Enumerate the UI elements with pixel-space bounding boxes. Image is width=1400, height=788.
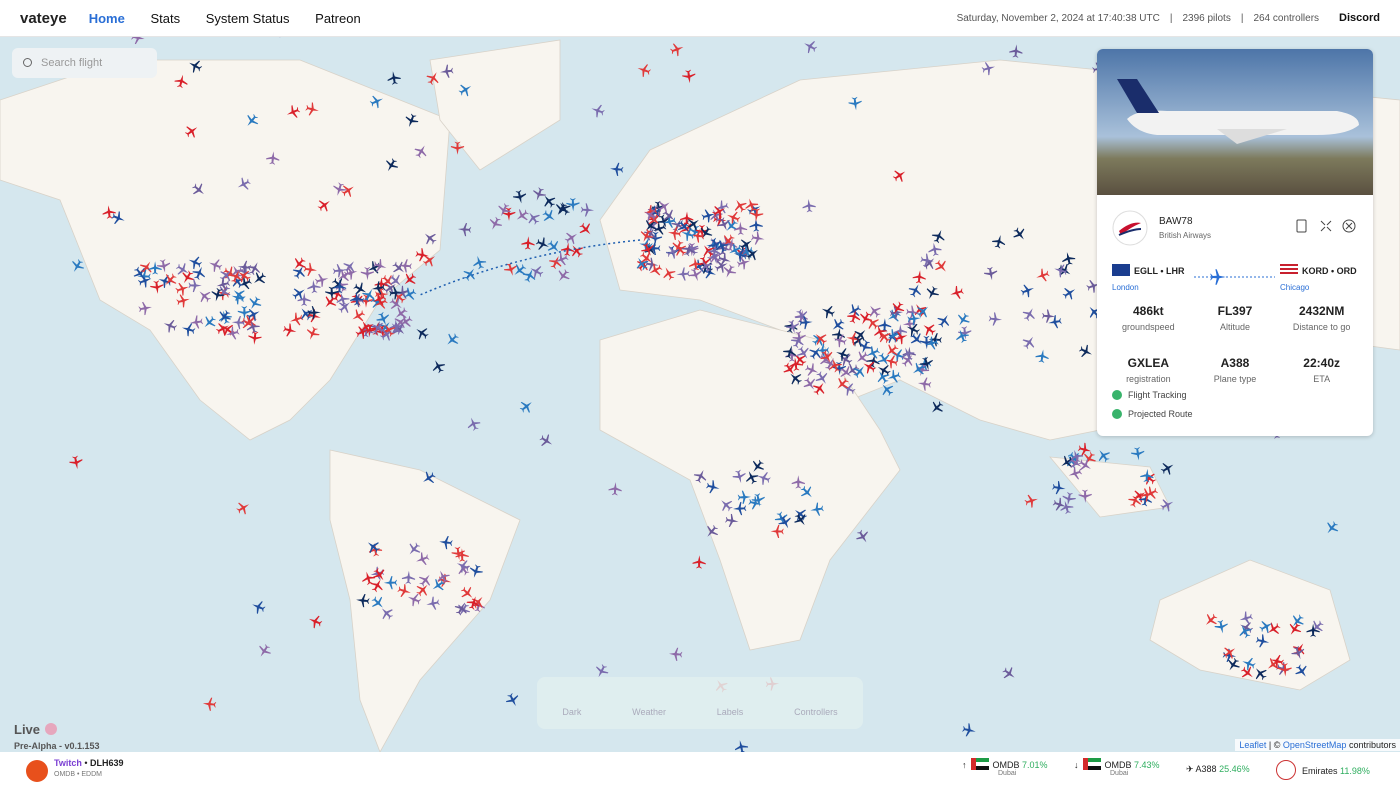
nav: Home Stats System Status Patreon (89, 11, 383, 26)
top-departures: ↑ OMDB 7.01% Dubai (962, 758, 1048, 777)
percent: 7.43% (1134, 760, 1160, 770)
destination: KORD • ORD Chicago (1280, 264, 1357, 292)
nav-link[interactable]: Stats (150, 10, 181, 26)
photo-art (1117, 79, 1359, 144)
stat: GXLEA registration (1105, 356, 1192, 384)
datetime: Saturday, November 2, 2024 at 17:40:38 U… (956, 12, 1160, 24)
aircraft-type: A388 (1195, 764, 1217, 774)
stream-platform: Twitch (54, 758, 82, 768)
stat-value: 22:40z (1303, 356, 1340, 370)
percent: 25.46% (1219, 764, 1250, 774)
stat-label: ETA (1313, 374, 1331, 384)
origin: EGLL • LHR London (1112, 264, 1184, 292)
flight-stats: 486kt groundspeed FL397 Altitude 2432NM Dista… (1105, 304, 1365, 384)
version: Pre-Alpha - v0.1.153 (14, 741, 100, 751)
leaflet-link[interactable]: Leaflet (1239, 740, 1267, 750)
stat: A388 Plane type (1192, 356, 1279, 384)
card-actions[interactable] (1293, 217, 1363, 235)
stat-label: registration (1126, 374, 1171, 384)
search-box[interactable]: Search flight (12, 48, 157, 78)
stat: 486kt groundspeed (1105, 304, 1192, 332)
discord[interactable]: Discord (1339, 12, 1380, 24)
stream-callsign: DLH639 (90, 758, 124, 768)
footer: Twitch • DLH639 OMDB • EDDM ↑ OMDB 7.01% Du… (0, 752, 1400, 788)
stat: FL397 Altitude (1192, 304, 1279, 332)
stat: 22:40z ETA (1278, 356, 1365, 384)
separator: • (84, 758, 88, 768)
attribution-text: contributors (1348, 740, 1396, 750)
toggle[interactable]: Flight Tracking (1112, 390, 1187, 400)
stat-value: 2432NM (1298, 304, 1345, 318)
route-graphic (1194, 269, 1275, 285)
nav-link[interactable]: Home (88, 10, 125, 26)
map-control[interactable]: Labels (716, 707, 744, 717)
stat-value: GXLEA (1127, 356, 1169, 370)
top-airline: Emirates 11.98% (1276, 760, 1370, 780)
stat-value: FL397 (1217, 304, 1253, 318)
airport: OMDB (1104, 760, 1132, 770)
stat-label: Distance to go (1292, 322, 1351, 332)
stream-avatar (26, 760, 48, 782)
percent: 7.01% (1022, 760, 1048, 770)
map-controls: Dark Weather Labels Controllers (537, 677, 863, 729)
stat-value: A388 (1220, 356, 1250, 370)
stat: 2432NM Distance to go (1278, 304, 1365, 332)
flight-header: BAW78 British Airways (1159, 216, 1211, 240)
live: Live (14, 722, 100, 737)
map-control[interactable]: Controllers (794, 707, 838, 717)
stat-label: Altitude (1219, 322, 1250, 332)
attribution-text: | © (1268, 740, 1281, 750)
top-arrivals: ↓ OMDB 7.43% Dubai (1074, 758, 1160, 777)
header-info: Saturday, November 2, 2024 at 17:40:38 U… (956, 12, 1380, 24)
city: Dubai (998, 770, 1017, 777)
stat-label: Plane type (1213, 374, 1257, 384)
airline-logo (1112, 210, 1148, 246)
nav-link[interactable]: Patreon (315, 10, 361, 26)
pilots: 2396 pilots (1182, 12, 1231, 24)
stream-route: OMDB • EDDM (54, 771, 102, 778)
route-line (419, 239, 641, 296)
osm-link[interactable]: OpenStreetMap (1282, 740, 1347, 750)
city: Dubai (1110, 770, 1129, 777)
brand[interactable]: vateye (20, 9, 67, 27)
airline: British Airways (1159, 231, 1212, 240)
map-control[interactable]: Dark (562, 707, 582, 717)
top-aircraft: ✈ A388 25.46% (1186, 764, 1250, 774)
stream[interactable]: Twitch • DLH639 OMDB • EDDM (54, 758, 124, 778)
percent: 11.98% (1340, 766, 1370, 776)
map-control[interactable]: Weather (632, 707, 667, 717)
callsign: BAW78 (1159, 216, 1193, 227)
status: Live Pre-Alpha - v0.1.153 (14, 722, 100, 751)
airport: OMDB (992, 760, 1020, 770)
stat-value: 486kt (1132, 304, 1164, 318)
flight-card: BAW78 British Airways EGLL • LHR London KO… (1097, 49, 1373, 436)
nav-link[interactable]: System Status (205, 10, 290, 26)
origin-city: London (1112, 283, 1139, 292)
aircraft-photo (1097, 49, 1373, 195)
stat-label: groundspeed (1122, 322, 1175, 332)
toggle[interactable]: Projected Route (1112, 409, 1193, 419)
origin-codes: EGLL • LHR (1134, 266, 1185, 276)
header: vateye Home Stats System Status Patreon … (0, 0, 1400, 37)
attribution: Leaflet | © OpenStreetMap contributors (1235, 739, 1400, 751)
destination-city: Chicago (1280, 283, 1310, 292)
controllers: 264 controllers (1253, 12, 1320, 24)
destination-codes: KORD • ORD (1302, 266, 1357, 276)
airline-name: Emirates (1302, 766, 1338, 776)
